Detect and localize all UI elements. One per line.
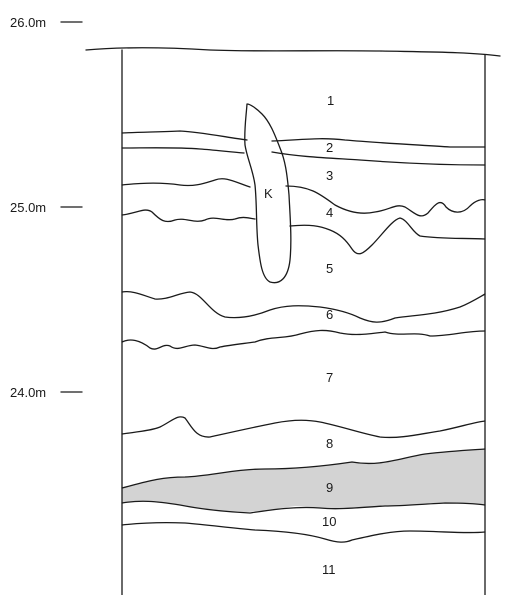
boundary-10-11 [121, 521, 486, 543]
boundary-2-3 [121, 147, 486, 166]
feature-k-outline [244, 103, 292, 284]
elevation-label-24: 24.0m [10, 385, 46, 400]
boundary-8-9 [121, 448, 486, 489]
layer-label-4: 4 [326, 205, 333, 220]
layer-label-8: 8 [326, 436, 333, 451]
boundary-6-7 [121, 329, 486, 350]
ground-surface [85, 47, 501, 57]
layer-label-1: 1 [327, 93, 334, 108]
layer-9-fill [122, 449, 485, 513]
boundary-1-2 [121, 130, 486, 148]
boundary-7-8 [121, 416, 486, 439]
elevation-label-25: 25.0m [10, 200, 46, 215]
layer-label-6: 6 [326, 307, 333, 322]
layer-label-10: 10 [322, 514, 336, 529]
layer-boundaries [121, 130, 486, 543]
layer-label-3: 3 [326, 168, 333, 183]
boundary-5-6 [121, 290, 486, 323]
layer-label-11: 11 [322, 562, 336, 577]
elevation-label-26: 26.0m [10, 15, 46, 30]
layer-labels: 1 2 3 4 5 6 7 8 9 10 11 [322, 93, 336, 577]
boundary-4-5 [121, 209, 486, 255]
layer-label-2: 2 [326, 140, 333, 155]
layer-label-9: 9 [326, 480, 333, 495]
layer-label-5: 5 [326, 261, 333, 276]
boundary-9-10 [121, 500, 486, 514]
elevation-scale: 26.0m 25.0m 24.0m [10, 15, 83, 400]
layer-label-7: 7 [326, 370, 333, 385]
feature-k-label: K [264, 186, 273, 201]
boundary-3-4 [121, 178, 486, 217]
